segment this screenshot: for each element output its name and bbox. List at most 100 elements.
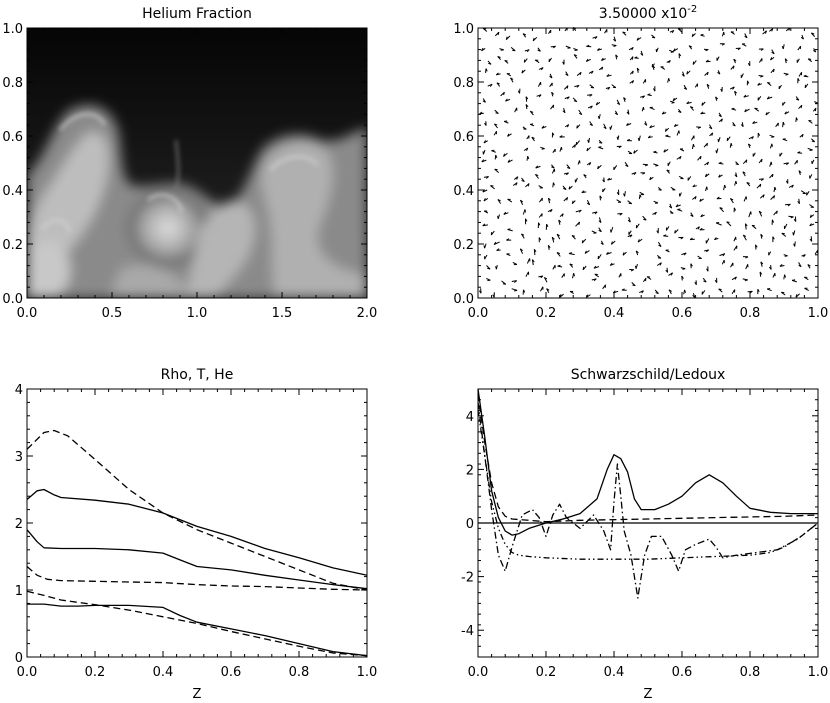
velocity-arrow-head bbox=[809, 223, 812, 227]
y-tick-label: 0.6 bbox=[453, 130, 474, 145]
velocity-arrow-head bbox=[541, 125, 545, 129]
velocity-arrow-head bbox=[694, 196, 697, 200]
velocity-arrow-head bbox=[772, 236, 775, 240]
y-tick-label: 0.0 bbox=[453, 292, 474, 307]
velocity-arrow-head bbox=[673, 48, 676, 52]
velocity-arrow-head bbox=[732, 86, 735, 90]
velocity-arrow-head bbox=[680, 236, 684, 240]
velocity-arrow-head bbox=[760, 178, 764, 182]
velocity-arrow-head bbox=[671, 102, 675, 104]
y-tick-label: 0.6 bbox=[2, 130, 23, 145]
velocity-arrow-head bbox=[659, 262, 662, 266]
velocity-arrow-head bbox=[706, 71, 709, 76]
velocity-arrow-head bbox=[623, 193, 626, 197]
velocity-arrow-head bbox=[519, 248, 524, 252]
velocity-arrow-head bbox=[566, 85, 569, 89]
x-tick-label: 0.6 bbox=[672, 306, 693, 321]
velocity-arrow-head bbox=[684, 289, 686, 293]
velocity-arrow-head bbox=[576, 125, 578, 129]
velocity-arrow-head bbox=[637, 239, 640, 243]
velocity-arrow-head bbox=[559, 135, 563, 138]
velocity-arrow-head bbox=[483, 198, 486, 202]
velocity-arrow-head bbox=[578, 221, 581, 226]
y-tick-label: 4 bbox=[15, 383, 23, 398]
velocity-arrow-head bbox=[770, 57, 773, 61]
velocity-arrow-head bbox=[517, 90, 521, 94]
velocity-arrow-head bbox=[649, 125, 652, 129]
y-tick-label: 2 bbox=[15, 517, 23, 532]
velocity-arrow-head bbox=[614, 112, 618, 116]
helium-field-image bbox=[27, 28, 367, 298]
y-tick-label: 0.4 bbox=[453, 184, 474, 199]
velocity-arrow-head bbox=[531, 136, 535, 139]
velocity-arrow-head bbox=[505, 98, 508, 102]
series-line-solid bbox=[477, 388, 818, 536]
y-tick-label: -2 bbox=[461, 571, 474, 586]
velocity-arrow-head bbox=[784, 58, 788, 62]
velocity-arrow-head bbox=[626, 111, 630, 115]
velocity-arrow-head bbox=[563, 187, 567, 190]
velocity-arrow-head bbox=[792, 279, 796, 281]
velocity-arrow-head bbox=[579, 72, 582, 76]
velocity-arrow-head bbox=[747, 80, 750, 84]
velocity-arrow-head bbox=[781, 45, 784, 50]
velocity-arrow-head bbox=[759, 271, 763, 275]
velocity-arrow-head bbox=[586, 44, 590, 47]
velocity-arrow-head bbox=[744, 279, 748, 282]
velocity-arrow-head bbox=[677, 208, 681, 210]
velocity-arrow-head bbox=[551, 166, 555, 169]
velocity-arrow-head bbox=[585, 58, 589, 62]
velocity-arrow-head bbox=[705, 49, 709, 52]
x-tick-label: 0.5 bbox=[102, 306, 123, 321]
velocity-arrow-head bbox=[792, 232, 794, 236]
x-tick-label: 0.6 bbox=[221, 665, 242, 680]
velocity-arrow-head bbox=[714, 279, 718, 283]
velocity-arrow-head bbox=[800, 105, 803, 109]
velocity-arrow-head bbox=[734, 90, 738, 94]
velocity-arrow-head bbox=[500, 49, 504, 51]
velocity-arrow-head bbox=[484, 122, 487, 126]
velocity-arrow-head bbox=[664, 128, 667, 132]
velocity-arrow-head bbox=[750, 211, 752, 215]
x-tick-label: 0.2 bbox=[85, 665, 106, 680]
x-tick-label: 1.0 bbox=[357, 665, 378, 680]
velocity-arrow-head bbox=[562, 61, 565, 65]
velocity-arrow-head bbox=[683, 252, 687, 256]
velocity-arrow-head bbox=[541, 148, 545, 150]
y-tick-label: 1 bbox=[15, 584, 23, 599]
velocity-arrow-head bbox=[779, 264, 783, 267]
velocity-arrow-head bbox=[610, 241, 613, 245]
velocity-arrow-head bbox=[606, 251, 609, 255]
velocity-arrow-head bbox=[522, 33, 527, 36]
velocity-arrow-head bbox=[631, 80, 635, 84]
y-tick-label: -4 bbox=[461, 624, 474, 639]
velocity-arrow-head bbox=[801, 134, 804, 138]
axes-velocity: 0.0 0.2 0.4 0.6 0.8 1.0 0.0 0.2 0.4 0.6 0.8 1.0 bbox=[453, 22, 828, 321]
velocity-arrow-head bbox=[762, 194, 765, 198]
x-tick-label: 0.0 bbox=[17, 665, 38, 680]
title-velocity-exponent: -2 bbox=[687, 4, 697, 15]
velocity-arrow-head bbox=[782, 121, 785, 126]
velocity-arrow-head bbox=[567, 96, 570, 100]
velocity-arrow-head bbox=[565, 172, 569, 176]
velocity-arrow-head bbox=[797, 201, 800, 204]
panel-velocity-field: 3.50000 x10-2 0.0 0.2 0.4 0.6 0.8 1.00.00.20.… bbox=[453, 4, 828, 321]
velocity-arrow-head bbox=[633, 172, 637, 176]
velocity-arrow-head bbox=[782, 138, 786, 140]
velocity-arrow-head bbox=[548, 197, 551, 201]
velocity-arrow-head bbox=[598, 146, 602, 148]
velocity-arrow-head bbox=[562, 110, 566, 114]
velocity-arrow-head bbox=[785, 180, 789, 184]
velocity-arrow-head bbox=[800, 36, 804, 40]
x-tick-label: 0.0 bbox=[17, 306, 38, 321]
velocity-arrow-head bbox=[497, 31, 500, 36]
velocity-arrow-head bbox=[637, 137, 640, 142]
velocity-arrow-head bbox=[581, 239, 584, 244]
velocity-arrow-head bbox=[496, 248, 500, 251]
velocity-arrow-head bbox=[771, 173, 774, 178]
velocity-arrow-head bbox=[718, 288, 722, 291]
velocity-arrow-head bbox=[808, 58, 812, 60]
velocity-arrow-head bbox=[766, 96, 770, 100]
velocity-arrow-head bbox=[670, 272, 674, 276]
velocity-arrow-head bbox=[525, 218, 528, 222]
